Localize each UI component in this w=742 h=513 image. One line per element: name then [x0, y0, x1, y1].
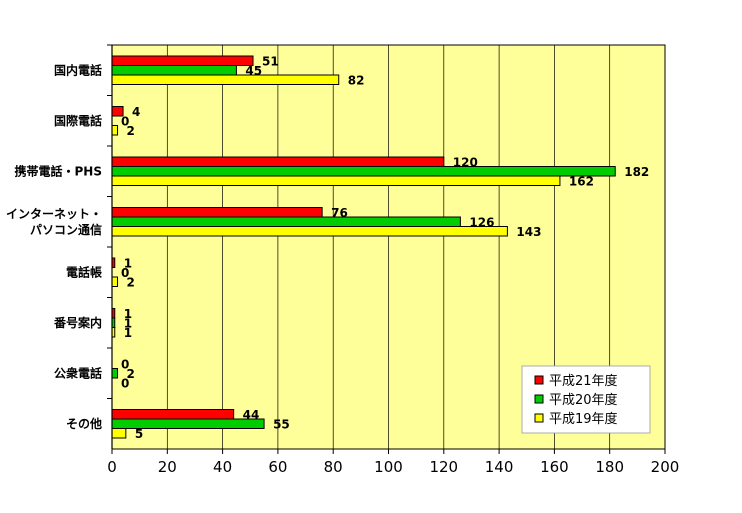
bar: [111, 125, 119, 136]
x-tick-label: 20: [158, 458, 177, 476]
bar: [111, 226, 508, 237]
category-label: 電話帳: [66, 264, 102, 279]
x-tick-label: 60: [268, 458, 287, 476]
data-label: 55: [273, 417, 290, 431]
bar: [111, 55, 254, 66]
bar: [111, 156, 445, 167]
x-axis-ticks: 0 20 40 60 80 100 120 140 160 180 200: [107, 45, 679, 476]
data-label: 76: [331, 206, 348, 220]
data-label: 4: [132, 105, 140, 119]
bar: [111, 207, 323, 218]
category-label: 国内電話: [54, 62, 102, 77]
data-label: 45: [245, 64, 262, 78]
data-label: 0: [121, 114, 129, 128]
data-label: 120: [453, 155, 478, 169]
legend-swatch: [534, 413, 544, 423]
bar: [111, 175, 561, 186]
bars: [111, 55, 616, 439]
bar: [111, 65, 237, 76]
data-label: 2: [127, 367, 135, 381]
category-label: 公衆電話: [54, 365, 102, 380]
legend-swatch: [534, 394, 544, 404]
bar: [111, 166, 616, 177]
x-tick-label: 80: [324, 458, 343, 476]
data-label: 162: [569, 174, 594, 188]
bar: [111, 216, 461, 227]
data-label: 1: [124, 326, 132, 340]
data-label: 182: [624, 165, 649, 179]
x-tick-label: 120: [429, 458, 458, 476]
bar: [111, 409, 235, 420]
data-label: 82: [348, 73, 365, 87]
data-label: 5: [135, 427, 143, 441]
category-label: 番号案内: [53, 315, 102, 330]
data-label: 2: [127, 124, 135, 138]
category-label: 携帯電話・PHS: [15, 163, 102, 178]
legend-label: 平成20年度: [549, 392, 618, 408]
bar: [111, 276, 119, 287]
x-tick-label: 200: [651, 458, 680, 476]
data-label: 126: [469, 215, 494, 229]
x-tick-label: 100: [374, 458, 403, 476]
x-tick-label: 180: [595, 458, 624, 476]
bar: [111, 74, 340, 85]
data-label: 44: [243, 408, 260, 422]
category-label: その他: [66, 416, 102, 431]
bar: [111, 428, 127, 439]
data-label: 51: [262, 54, 279, 68]
bar: [111, 368, 119, 379]
data-label: 0: [121, 376, 129, 390]
legend-swatch: [534, 375, 544, 385]
data-label: 1: [124, 307, 132, 321]
x-tick-label: 140: [485, 458, 514, 476]
data-label: 1: [124, 316, 132, 330]
x-tick-label: 160: [540, 458, 569, 476]
x-tick-label: 0: [107, 458, 117, 476]
data-label: 0: [121, 357, 129, 371]
legend-label: 平成21年度: [549, 373, 618, 389]
data-label: 0: [121, 266, 129, 280]
category-label: インターネット・パソコン通信: [6, 207, 102, 237]
data-label: 1: [124, 256, 132, 270]
legend-label: 平成19年度: [549, 411, 618, 427]
category-label: 国際電話: [54, 113, 102, 128]
x-tick-label: 40: [213, 458, 232, 476]
data-label: 143: [516, 225, 541, 239]
data-label: 2: [127, 275, 135, 289]
